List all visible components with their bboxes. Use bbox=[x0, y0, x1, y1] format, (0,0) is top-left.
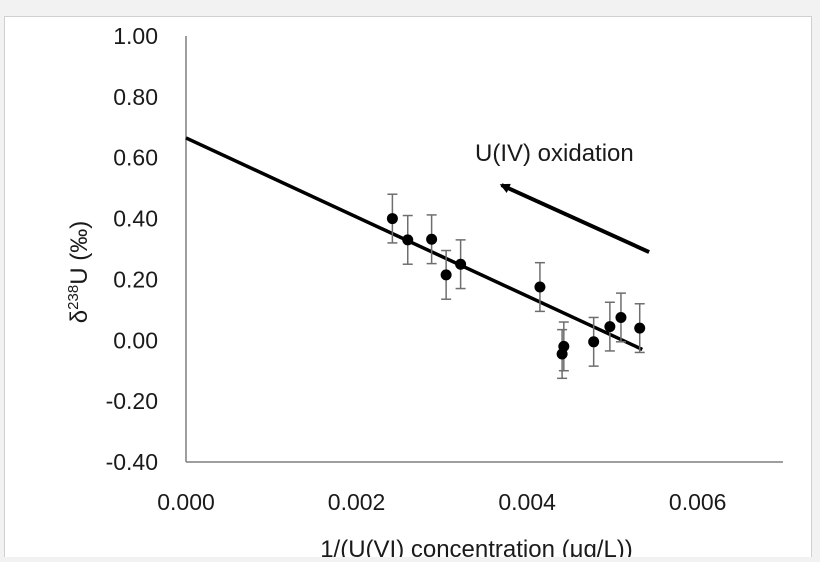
y-axis-ticks: 1.00 0.80 0.60 0.40 0.20 0.00 -0.20 -0.40 bbox=[106, 23, 158, 475]
y-axis-title-prefix: δ bbox=[66, 310, 93, 323]
y-tick-label: 1.00 bbox=[113, 23, 158, 49]
data-point bbox=[402, 234, 414, 246]
annotation-group bbox=[499, 183, 650, 254]
y-tick-label: -0.40 bbox=[106, 449, 158, 475]
data-points bbox=[386, 213, 646, 360]
data-point bbox=[634, 322, 646, 334]
x-tick-label: 0.006 bbox=[669, 489, 727, 515]
annotation-label: U(IV) oxidation bbox=[475, 140, 634, 167]
y-axis-title-suffix: U (‰) bbox=[66, 221, 93, 285]
data-point bbox=[386, 213, 398, 225]
y-tick-label: 0.80 bbox=[113, 84, 158, 110]
error-bars bbox=[387, 193, 645, 380]
x-tick-label: 0.004 bbox=[498, 489, 556, 515]
data-point bbox=[534, 281, 546, 293]
trendline bbox=[185, 136, 644, 352]
y-tick-label: -0.20 bbox=[106, 388, 158, 414]
data-point bbox=[604, 321, 616, 333]
chart-frame: 1.00 0.80 0.60 0.40 0.20 0.00 -0.20 -0.40 0.000… bbox=[4, 16, 812, 562]
y-axis-title-superscript: 238 bbox=[65, 285, 82, 310]
x-tick-label: 0.000 bbox=[157, 489, 215, 515]
y-tick-label: 0.40 bbox=[113, 206, 158, 232]
data-point bbox=[426, 233, 438, 245]
axes bbox=[185, 36, 783, 463]
x-axis-ticks: 0.000 0.002 0.004 0.006 bbox=[157, 489, 726, 515]
x-axis-title: 1/(U(VI) concentration (μg/L)) bbox=[320, 536, 633, 557]
data-point bbox=[558, 340, 570, 352]
trendline-group bbox=[185, 136, 644, 352]
y-tick-label: 0.00 bbox=[113, 327, 158, 353]
annotation-arrow bbox=[499, 183, 650, 254]
data-point bbox=[455, 258, 467, 270]
data-point bbox=[615, 311, 627, 323]
data-point bbox=[588, 336, 600, 348]
data-point bbox=[440, 269, 452, 281]
y-tick-label: 0.20 bbox=[113, 266, 158, 292]
scatter-chart: 1.00 0.80 0.60 0.40 0.20 0.00 -0.20 -0.40 0.000… bbox=[65, 23, 783, 562]
x-tick-label: 0.002 bbox=[328, 489, 386, 515]
y-tick-label: 0.60 bbox=[113, 145, 158, 171]
y-axis-title: δ238U (‰) bbox=[65, 221, 93, 323]
